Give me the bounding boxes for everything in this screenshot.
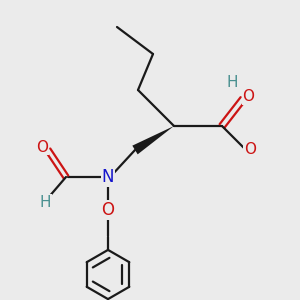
Text: O: O [37, 140, 49, 154]
Text: N: N [102, 168, 114, 186]
Text: O: O [101, 201, 115, 219]
Text: H: H [227, 75, 238, 90]
Polygon shape [132, 126, 174, 154]
Text: O: O [242, 89, 254, 104]
Text: O: O [244, 142, 256, 158]
Text: H: H [39, 195, 51, 210]
